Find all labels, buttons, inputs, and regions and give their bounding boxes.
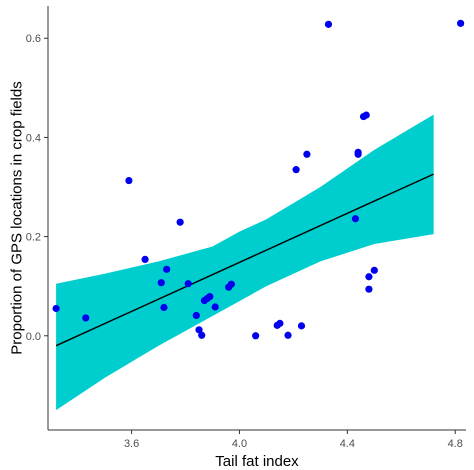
data-point (82, 314, 90, 322)
x-axis-title: Tail fat index (215, 453, 299, 470)
data-point (163, 265, 171, 273)
data-point (457, 19, 465, 27)
data-point (297, 322, 306, 330)
data-point (324, 20, 333, 28)
data-point (284, 331, 292, 339)
data-point (125, 176, 133, 185)
confidence-band-layer (56, 114, 434, 411)
data-point (292, 166, 300, 174)
data-point (276, 319, 284, 327)
data-point (184, 280, 192, 288)
y-tick-label: 0.0 (26, 331, 41, 343)
fit-line-layer (55, 173, 434, 347)
data-point (227, 280, 235, 288)
data-point (206, 293, 214, 301)
data-point (351, 215, 360, 223)
data-point (365, 285, 373, 293)
data-point (192, 311, 200, 320)
y-tick-label: 0.4 (26, 132, 41, 144)
y-axis-title: Proportion of GPS locations in crop fiel… (8, 81, 25, 354)
data-point (354, 148, 362, 156)
data-point (198, 331, 206, 339)
regression-line (55, 173, 434, 347)
axes-layer: 3.6 4.0 4.4 4.8 0.0 0.2 0.4 0.6 (26, 6, 466, 450)
x-tick-label: 3.6 (124, 438, 139, 450)
data-point (160, 303, 168, 312)
confidence-band (56, 114, 434, 411)
data-point (362, 111, 370, 119)
data-points-layer (52, 19, 465, 340)
y-tick-label: 0.2 (26, 232, 41, 244)
data-point (303, 150, 311, 158)
y-tick-label: 0.6 (26, 33, 41, 45)
data-point (370, 266, 378, 274)
x-tick-label: 4.8 (448, 438, 463, 450)
data-point (252, 332, 260, 340)
x-tick-label: 4.4 (340, 438, 355, 450)
data-point (176, 218, 184, 226)
data-point (141, 255, 149, 264)
data-point (365, 273, 373, 281)
x-tick-label: 4.0 (232, 438, 247, 450)
data-point (52, 304, 60, 313)
data-point (211, 303, 219, 311)
data-point (195, 326, 203, 334)
data-point (157, 279, 165, 287)
